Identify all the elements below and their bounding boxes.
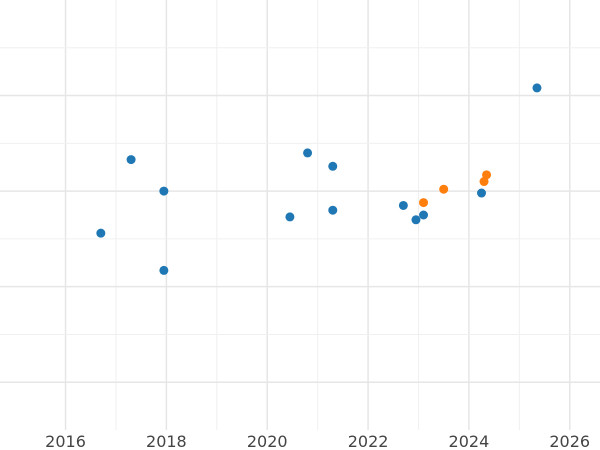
data-point	[411, 215, 421, 225]
data-point	[303, 148, 313, 158]
data-point	[285, 212, 295, 222]
data-point	[439, 184, 449, 194]
data-point	[126, 155, 136, 165]
data-point	[482, 170, 492, 180]
x-tick-label: 2024	[449, 432, 490, 450]
x-tick-label: 2022	[348, 432, 389, 450]
data-point	[96, 228, 106, 238]
x-tick-label: 2018	[146, 432, 187, 450]
data-point	[419, 210, 429, 220]
data-point	[398, 200, 408, 210]
data-points	[96, 83, 542, 275]
x-tick-label: 2026	[549, 432, 590, 450]
x-tick-label: 2016	[45, 432, 86, 450]
data-point	[477, 188, 487, 198]
grid	[0, 0, 600, 430]
data-point	[532, 83, 542, 93]
data-point	[159, 186, 169, 196]
data-point	[419, 198, 429, 208]
data-point	[328, 205, 338, 215]
x-tick-labels: 2016 2018 2020 2022 2024 2026	[45, 432, 590, 450]
x-tick-label: 2020	[247, 432, 288, 450]
data-point	[159, 265, 169, 275]
data-point	[328, 161, 338, 171]
